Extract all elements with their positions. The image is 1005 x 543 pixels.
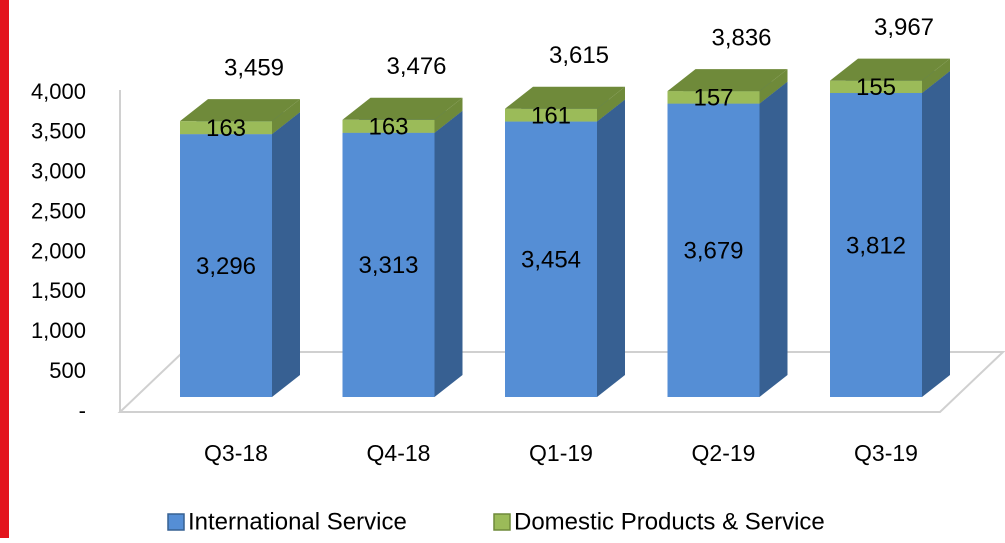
bar	[180, 121, 272, 135]
x-tick-label: Q4-18	[367, 440, 431, 466]
legend-swatch	[493, 513, 511, 531]
y-tick-label: 1,500	[31, 278, 86, 303]
legend-swatch	[167, 513, 185, 531]
bar	[830, 92, 922, 398]
bar	[505, 108, 597, 122]
legend-label: Domestic Products & Service	[514, 508, 825, 535]
bar	[342, 132, 435, 397]
value-label: 161	[531, 102, 571, 129]
bar-top	[505, 86, 625, 109]
total-label: 3,459	[224, 54, 284, 81]
value-label: 157	[693, 85, 733, 112]
value-label: 3,313	[358, 252, 418, 279]
bar-side	[759, 81, 788, 398]
bar-side	[922, 58, 950, 93]
y-tick-label: 4,000	[31, 79, 86, 104]
bar-top	[830, 58, 950, 81]
value-label: 3,454	[521, 247, 581, 274]
value-label: 3,812	[846, 232, 906, 259]
bar	[667, 103, 760, 398]
bar-side	[597, 86, 625, 122]
y-tick-label: 2,500	[31, 198, 86, 223]
bar	[180, 134, 272, 398]
bar-top	[180, 99, 300, 122]
total-label: 3,615	[549, 42, 609, 69]
bar-side	[434, 97, 463, 133]
x-tick-label: Q1-19	[529, 440, 593, 466]
accent-bar	[0, 0, 9, 538]
bar-side	[759, 69, 788, 104]
bar	[830, 80, 922, 93]
bar-top	[667, 69, 788, 92]
value-label: 163	[368, 114, 408, 141]
y-tick-label: 1,000	[31, 318, 86, 343]
x-tick-label: Q3-18	[204, 440, 268, 466]
legend-label: International Service	[188, 508, 407, 535]
x-tick-label: Q2-19	[692, 440, 756, 466]
x-tick-label: Q3-19	[854, 440, 918, 466]
bar-side	[922, 70, 950, 398]
value-label: 155	[856, 74, 896, 101]
bar	[505, 121, 597, 397]
value-label: 3,679	[683, 238, 743, 265]
y-tick-label: 3,500	[31, 119, 86, 144]
bar-top	[342, 97, 463, 120]
bar-side	[597, 99, 625, 397]
bar-side	[272, 99, 300, 135]
y-tick-label: 500	[49, 358, 86, 383]
y-tick-label: 2,000	[31, 238, 86, 263]
total-label: 3,476	[386, 53, 446, 80]
total-label: 3,836	[711, 24, 771, 51]
bar	[667, 91, 760, 104]
y-tick-label: 3,000	[31, 159, 86, 184]
bar	[342, 119, 435, 133]
value-label: 163	[206, 115, 246, 142]
bar-side	[272, 112, 300, 398]
total-label: 3,967	[874, 14, 934, 41]
y-tick-label: -	[79, 398, 86, 423]
value-label: 3,296	[196, 253, 256, 280]
bar-side	[434, 110, 463, 397]
